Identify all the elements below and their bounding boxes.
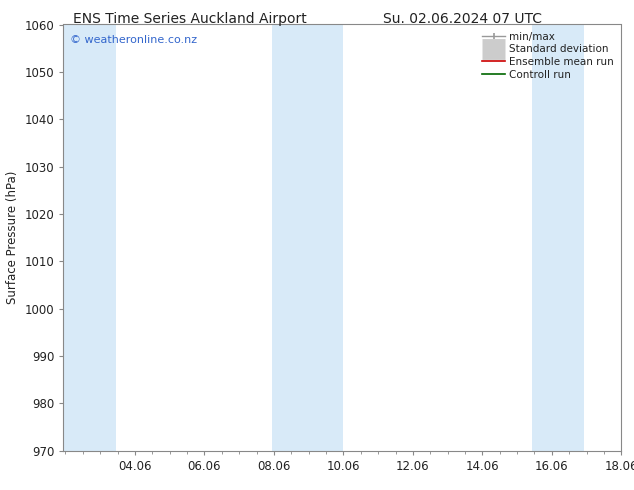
Text: ENS Time Series Auckland Airport: ENS Time Series Auckland Airport [74, 12, 307, 26]
Bar [533, 24, 585, 451]
Y-axis label: Surface Pressure (hPa): Surface Pressure (hPa) [6, 171, 19, 304]
Legend: min/max, Standard deviation, Ensemble mean run, Controll run: min/max, Standard deviation, Ensemble me… [480, 30, 616, 82]
Bar [63, 24, 115, 451]
Text: Su. 02.06.2024 07 UTC: Su. 02.06.2024 07 UTC [384, 12, 542, 26]
Bar [272, 24, 344, 451]
Text: © weatheronline.co.nz: © weatheronline.co.nz [70, 35, 197, 45]
